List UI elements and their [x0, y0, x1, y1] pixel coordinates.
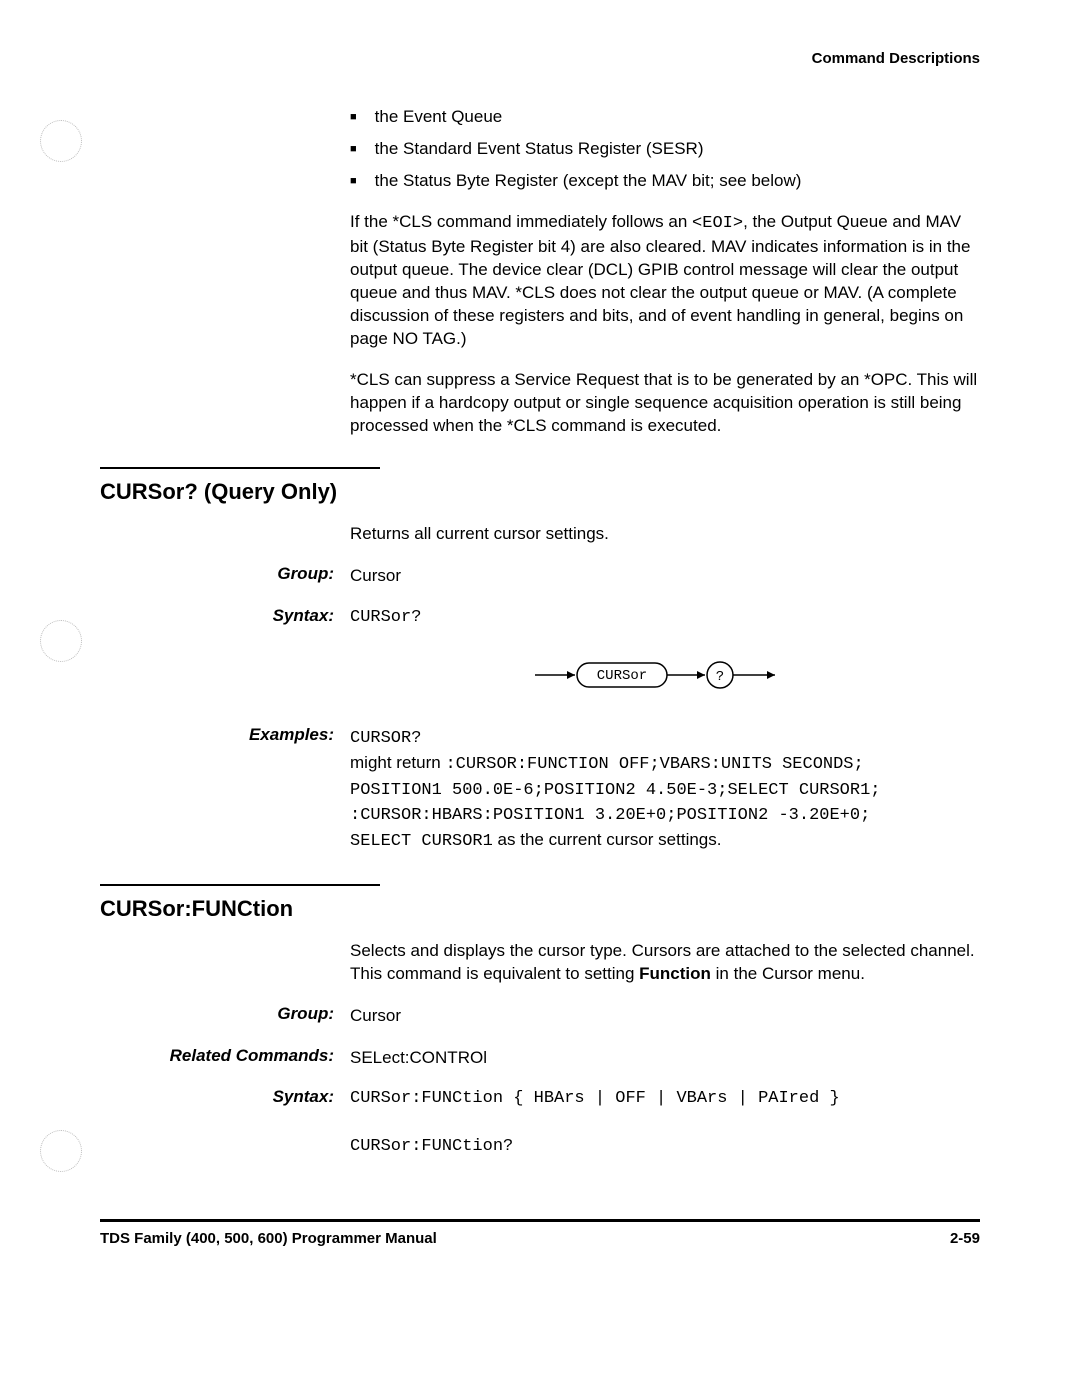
diagram-cursor-label: CURSor: [597, 668, 647, 684]
field-label-examples: Examples:: [100, 725, 350, 854]
field-value-group: Cursor: [350, 564, 980, 588]
code-text: :CURSOR:FUNCTION OFF;VBARS:UNITS SECONDS…: [445, 755, 863, 774]
field-label-group: Group:: [100, 564, 350, 588]
cls-continuation: the Event Queue the Standard Event Statu…: [350, 107, 980, 437]
binder-hole: [40, 1130, 82, 1172]
field-value-related: SELect:CONTROl: [350, 1046, 980, 1070]
section-description: Selects and displays the cursor type. Cu…: [350, 940, 980, 986]
code-text: :CURSOR:HBARS:POSITION1 3.20E+0;POSITION…: [350, 806, 870, 825]
paragraph: If the *CLS command immediately follows …: [350, 211, 980, 351]
page-footer: TDS Family (400, 500, 600) Programmer Ma…: [100, 1230, 980, 1247]
section-divider: [100, 884, 380, 886]
bullet-list: the Event Queue the Standard Event Statu…: [350, 107, 980, 191]
code-text: CURSor:FUNCtion?: [350, 1137, 513, 1156]
bold-text: Function: [639, 964, 711, 983]
text: , the Output Queue and MAV bit (Status B…: [350, 212, 970, 348]
syntax-diagram: CURSor ?: [350, 655, 980, 700]
field-value-syntax: CURSor:FUNCtion { HBArs | OFF | VBArs | …: [350, 1087, 980, 1158]
code-text: CURSor:FUNCtion { HBArs | OFF | VBArs | …: [350, 1089, 840, 1108]
footer-page-number: 2-59: [950, 1230, 980, 1247]
text: If the *CLS command immediately follows …: [350, 212, 692, 231]
paragraph: *CLS can suppress a Service Request that…: [350, 369, 980, 438]
field-value-examples: CURSOR? might return :CURSOR:FUNCTION OF…: [350, 725, 980, 854]
text: in the Cursor menu.: [711, 964, 865, 983]
field-group: Group: Cursor: [100, 1004, 980, 1028]
field-value-group: Cursor: [350, 1004, 980, 1028]
footer-divider: [100, 1219, 980, 1222]
code-text: POSITION1 500.0E-6;POSITION2 4.50E-3;SEL…: [350, 781, 881, 800]
field-value-syntax: CURSor?: [350, 606, 980, 630]
field-label-syntax: Syntax:: [100, 1087, 350, 1158]
code-text: CURSOR?: [350, 729, 421, 748]
section-title-cursor-query: CURSor? (Query Only): [100, 479, 980, 505]
list-item: the Event Queue: [350, 107, 980, 127]
field-syntax: Syntax: CURSor?: [100, 606, 980, 630]
code-text: <EOI>: [692, 214, 743, 233]
section-description: Returns all current cursor settings.: [350, 523, 980, 546]
page-header: Command Descriptions: [100, 50, 980, 67]
field-related: Related Commands: SELect:CONTROl: [100, 1046, 980, 1070]
page: Command Descriptions the Event Queue the…: [0, 0, 1080, 1287]
field-syntax: Syntax: CURSor:FUNCtion { HBArs | OFF | …: [100, 1087, 980, 1158]
text: might return: [350, 753, 445, 772]
binder-hole: [40, 120, 82, 162]
list-item: the Status Byte Register (except the MAV…: [350, 171, 980, 191]
field-label-syntax: Syntax:: [100, 606, 350, 630]
field-label-related: Related Commands:: [100, 1046, 350, 1070]
field-label-group: Group:: [100, 1004, 350, 1028]
list-item: the Standard Event Status Register (SESR…: [350, 139, 980, 159]
code-text: SELECT CURSOR1: [350, 832, 493, 851]
binder-hole: [40, 620, 82, 662]
section-divider: [100, 467, 380, 469]
diagram-question-label: ?: [716, 669, 724, 685]
section-title-cursor-function: CURSor:FUNCtion: [100, 896, 980, 922]
field-examples: Examples: CURSOR? might return :CURSOR:F…: [100, 725, 980, 854]
text: as the current cursor settings.: [493, 830, 722, 849]
field-group: Group: Cursor: [100, 564, 980, 588]
footer-manual-title: TDS Family (400, 500, 600) Programmer Ma…: [100, 1230, 437, 1247]
